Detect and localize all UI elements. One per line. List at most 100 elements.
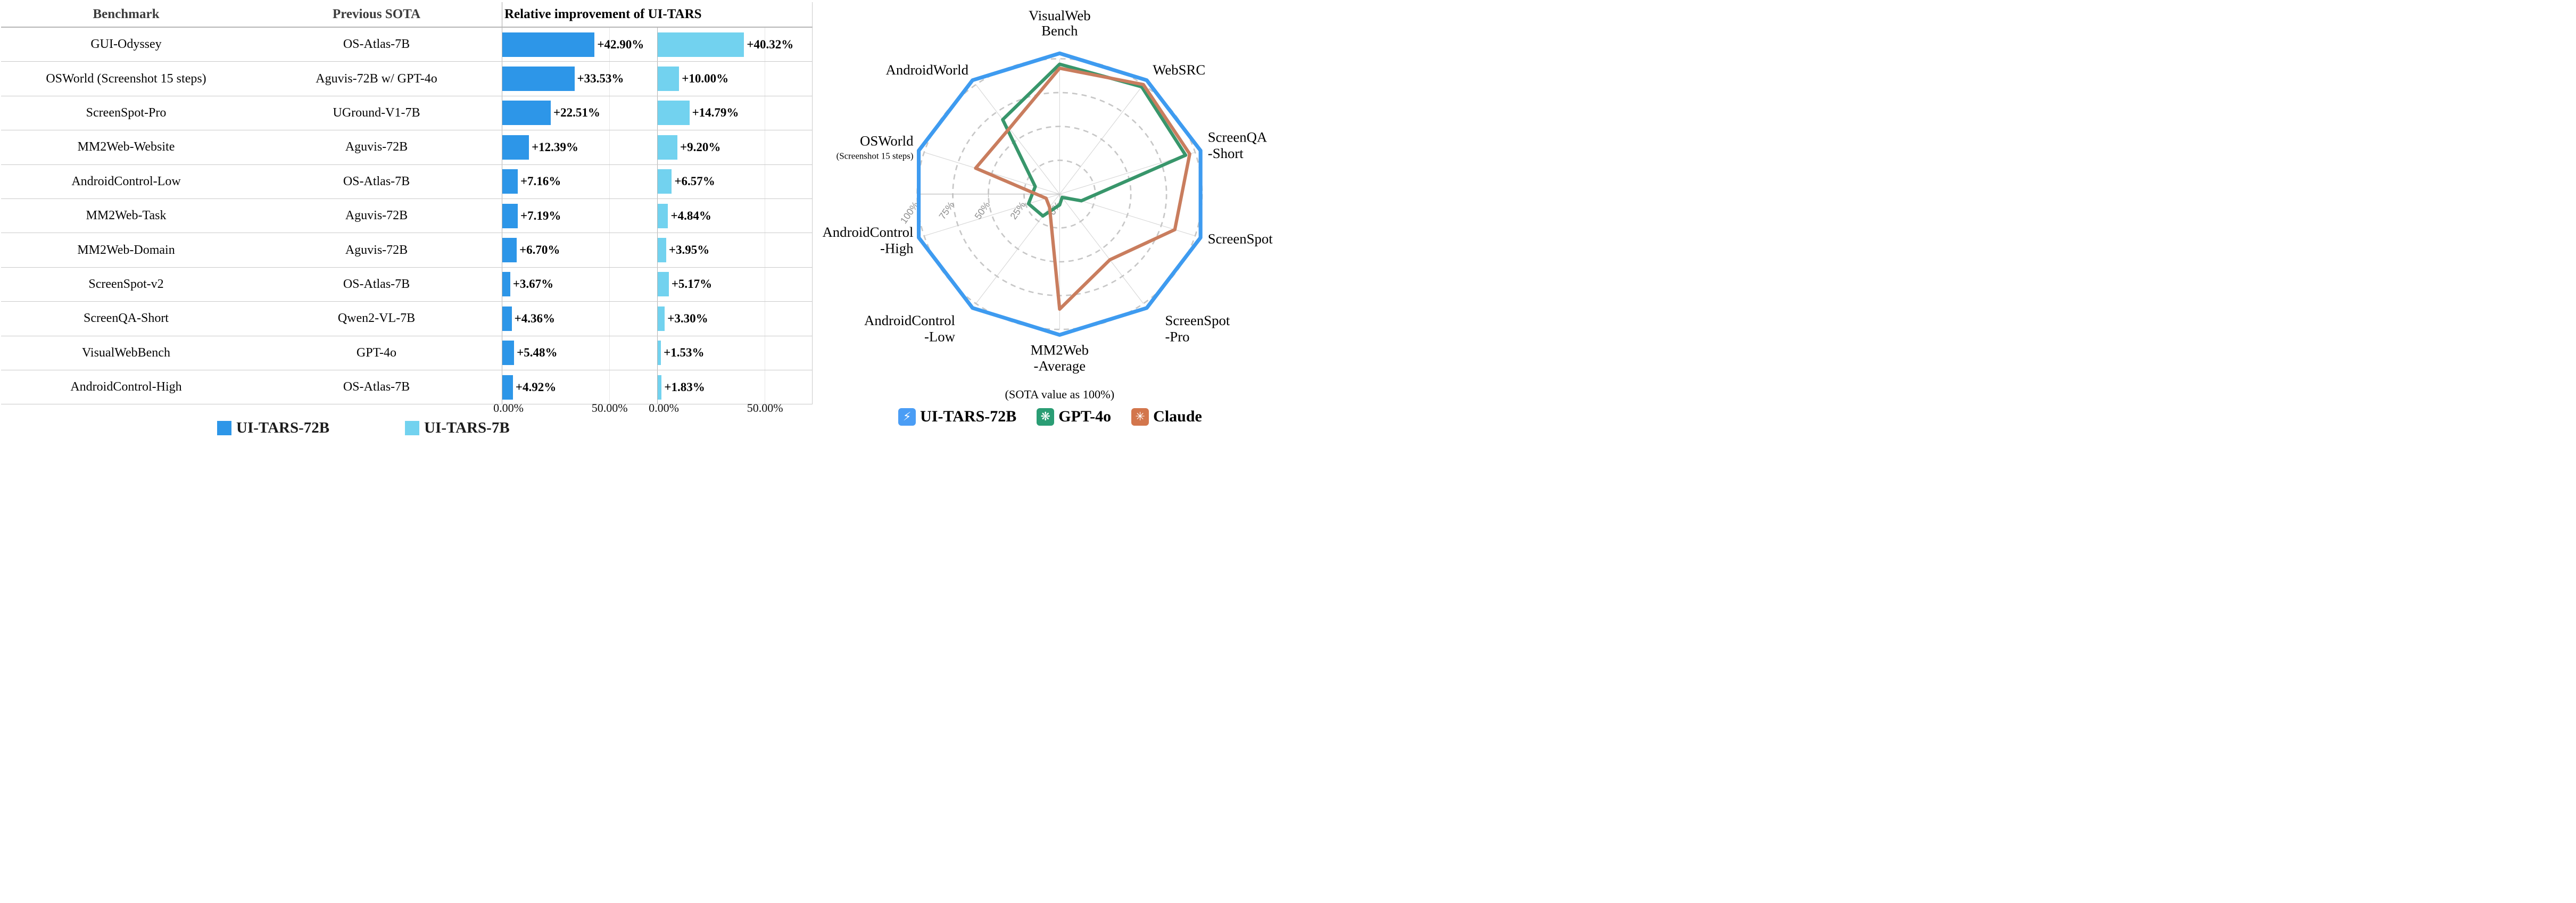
bar-cell: +4.84% — [657, 198, 813, 233]
bar-value-label: +33.53% — [577, 72, 624, 86]
radar-axis-label: ScreenSpot — [1208, 231, 1273, 247]
benchmark-name: AndroidControl-High — [70, 380, 182, 394]
table-row: ScreenSpot-v2 OS-Atlas-7B +3.67% +5.17% — [1, 267, 813, 302]
bar-cell: +14.79% — [657, 96, 813, 130]
radar-legend-item: ⚡ UI-TARS-72B — [898, 408, 1016, 426]
header-improvement: Relative improvement of UI-TARS — [502, 2, 813, 27]
bar-value-label: +6.70% — [519, 243, 560, 257]
table-row: MM2Web-Task Aguvis-72B +7.19% +4.84% — [1, 198, 813, 234]
bar-cell: +4.36% — [502, 302, 657, 336]
bar-cell: +6.70% — [502, 233, 657, 267]
bar-cell: +40.32% — [657, 28, 813, 62]
bar-uitars7b — [658, 272, 669, 297]
bar-value-label: +1.83% — [664, 380, 705, 394]
benchmark-table-panel: Benchmark Previous SOTA Relative improve… — [0, 0, 813, 452]
table-row: ScreenQA-Short Qwen2-VL-7B +4.36% +3.30% — [1, 302, 813, 336]
radar-axis-label: -Average — [1034, 358, 1086, 374]
bar-value-label: +3.30% — [667, 311, 708, 325]
header-benchmark: Benchmark — [93, 7, 160, 21]
radar-series-gpt-4o — [1001, 62, 1188, 218]
legend-item-uitars7b: UI-TARS-7B — [405, 419, 510, 437]
bar-legend: UI-TARS-72B UI-TARS-7B — [217, 419, 510, 437]
axis-tick-zero: 0.00% — [493, 401, 524, 415]
figure-canvas: Benchmark Previous SOTA Relative improve… — [0, 0, 1288, 452]
bar-uitars72b — [502, 341, 515, 366]
bar-cell: +9.20% — [657, 130, 813, 164]
benchmark-name: ScreenSpot-v2 — [88, 277, 164, 291]
legend-label: UI-TARS-7B — [424, 419, 510, 436]
bar-axis-row: 0.00% 50.00% 0.00% 50.00% — [1, 399, 813, 418]
axis-tick-fifty: 50.00% — [591, 401, 628, 415]
bar-value-label: +10.00% — [682, 72, 729, 86]
radar-axis-label: MM2Web — [1031, 342, 1089, 358]
bar-value-label: +7.19% — [520, 209, 561, 222]
radar-legend: ⚡ UI-TARS-72B ❋ GPT-4o ✳ Claude — [813, 408, 1288, 426]
radar-caption: (SOTA value as 100%) — [1005, 388, 1115, 401]
axis-7b: 0.00% 50.00% — [649, 399, 813, 418]
benchmark-name: MM2Web-Task — [86, 209, 167, 223]
bar-value-label: +6.57% — [674, 175, 715, 188]
benchmark-name: OSWorld (Screenshot 15 steps) — [46, 71, 206, 86]
benchmark-name: ScreenQA-Short — [84, 311, 169, 326]
bar-value-label: +5.48% — [517, 346, 558, 360]
radar-spoke — [924, 194, 1060, 236]
previous-sota-name: GPT-4o — [356, 345, 397, 360]
bar-cell: +33.53% — [502, 62, 657, 96]
previous-sota-name: Aguvis-72B — [345, 140, 408, 154]
table-row: MM2Web-Website Aguvis-72B +12.39% +9.20% — [1, 130, 813, 165]
lightning-icon: ⚡ — [898, 408, 916, 426]
radar-axis-label: -Short — [1208, 145, 1244, 161]
axis-tick-fifty: 50.00% — [747, 401, 783, 415]
radar-legend-item: ❋ GPT-4o — [1037, 408, 1111, 426]
bar-uitars72b — [502, 272, 510, 297]
legend-item-uitars72b: UI-TARS-72B — [217, 419, 329, 437]
bar-uitars72b — [502, 238, 517, 263]
previous-sota-name: OS-Atlas-7B — [343, 37, 410, 52]
previous-sota-name: UGround-V1-7B — [333, 105, 420, 120]
bar-uitars7b — [658, 306, 665, 331]
bar-cell: +22.51% — [502, 96, 657, 130]
swatch-uitars72b — [217, 421, 231, 435]
radar-legend-item: ✳ Claude — [1131, 408, 1202, 426]
radar-axis-label: Bench — [1041, 23, 1078, 39]
bar-value-label: +7.16% — [520, 175, 561, 188]
benchmark-name: MM2Web-Domain — [77, 243, 175, 257]
bar-uitars72b — [502, 375, 513, 400]
radar-spoke — [1059, 194, 1144, 304]
bar-cell: +3.95% — [657, 233, 813, 267]
table-row: OSWorld (Screenshot 15 steps) Aguvis-72B … — [1, 62, 813, 96]
previous-sota-name: OS-Atlas-7B — [343, 380, 410, 394]
swatch-uitars7b — [405, 421, 420, 435]
bar-cell: +5.17% — [657, 267, 813, 302]
bar-value-label: +3.67% — [512, 277, 554, 291]
openai-icon: ❋ — [1037, 408, 1055, 426]
radar-axis-label: AndroidControl — [864, 312, 955, 328]
previous-sota-name: OS-Atlas-7B — [343, 277, 410, 291]
radar-axis-label: OSWorld — [860, 133, 914, 149]
bar-value-label: +22.51% — [553, 106, 600, 120]
bar-uitars7b — [658, 169, 672, 194]
bar-cell: +4.92% — [502, 370, 657, 404]
bar-uitars7b — [658, 32, 744, 57]
bar-value-label: +12.39% — [532, 140, 578, 154]
benchmark-name: VisualWebBench — [82, 345, 170, 360]
bar-cell: +3.67% — [502, 267, 657, 302]
bar-uitars7b — [658, 341, 661, 366]
table-body: GUI-Odyssey OS-Atlas-7B +42.90% +40.32% OSWo… — [1, 28, 813, 405]
table-row: GUI-Odyssey OS-Atlas-7B +42.90% +40.32% — [1, 28, 813, 62]
radar-legend-label: UI-TARS-72B — [920, 408, 1017, 425]
bar-uitars7b — [658, 135, 678, 160]
bar-value-label: +4.92% — [515, 380, 557, 394]
previous-sota-name: Aguvis-72B — [345, 209, 408, 223]
bar-uitars72b — [502, 203, 518, 228]
bar-uitars7b — [658, 101, 690, 126]
benchmark-name: GUI-Odyssey — [90, 37, 162, 52]
bar-cell: +6.57% — [657, 164, 813, 198]
legend-label: UI-TARS-72B — [236, 419, 330, 436]
bar-cell: +12.39% — [502, 130, 657, 164]
benchmark-name: MM2Web-Website — [77, 140, 175, 154]
benchmark-name: ScreenSpot-Pro — [86, 105, 167, 120]
bar-cell: +7.16% — [502, 164, 657, 198]
radar-axis-label: AndroidWorld — [886, 62, 969, 78]
bar-cell: +5.48% — [502, 336, 657, 370]
